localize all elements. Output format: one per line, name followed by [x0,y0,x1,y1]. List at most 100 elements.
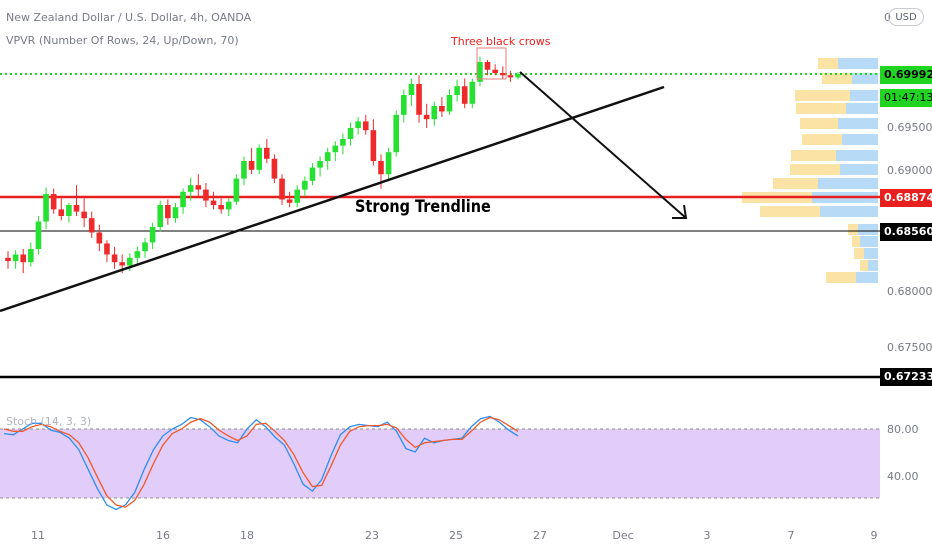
candle [423,103,430,128]
candle-body [431,106,438,120]
candle [286,191,293,208]
candle [233,174,240,205]
candle [142,238,148,258]
date-tick: 16 [156,529,170,542]
candle [73,185,80,216]
candle-body [286,199,293,203]
candle [187,177,194,201]
candle-body [241,161,247,179]
candle [408,78,415,106]
candle-body [111,254,118,263]
candle [302,176,308,197]
volume-bar-up [846,103,878,114]
candle-body [203,189,209,201]
candle [96,224,103,252]
candle-body [12,254,19,262]
candle [195,174,202,197]
candle-body [88,218,95,233]
candle [134,246,141,265]
horizontal-levels [0,73,880,379]
candle-body [35,221,42,249]
volume-bar-down [854,248,864,259]
candle-body [180,191,186,208]
volume-bar-up [858,224,878,235]
candle-body [317,161,323,168]
volume-bar-up [860,236,878,247]
candle [50,188,57,214]
volume-bar-up [850,90,878,101]
candle [172,202,179,223]
candle-body [81,211,87,219]
candle-body [157,205,164,227]
candle-body [507,75,514,78]
price-tick: 0.69000 [887,164,932,177]
volume-bar-up [856,272,878,283]
stoch-legend[interactable]: Stoch (14, 3, 3) [6,415,92,428]
candle-body [340,139,346,146]
trendline [0,85,665,313]
candle [355,117,361,135]
currency-button[interactable]: USD [888,8,924,26]
candle [180,188,186,214]
symbol-title[interactable]: New Zealand Dollar / U.S. Dollar, 4h, OA… [6,11,252,24]
candle-body [279,178,285,200]
candle [347,122,354,146]
candle [35,216,42,255]
candle-body [370,130,377,161]
date-tick: 27 [533,529,547,542]
candle [454,79,460,102]
volume-bar-up [842,134,878,145]
candle [309,163,316,186]
candle-body [439,106,445,112]
candle [515,71,521,80]
candle-body [355,121,361,128]
candle-body [477,62,483,82]
candle-body [324,152,331,161]
arrow-head [672,204,688,219]
candle-body [401,95,407,115]
candle [264,139,270,164]
candle [477,56,483,87]
candle-body [233,178,240,202]
candle-body [416,84,422,115]
candle-body [142,242,148,252]
candle-body [347,128,354,139]
support-price-label: 0.68560 [880,223,932,241]
volume-bar-down [795,90,850,101]
support-price-label: 0.67233 [880,368,932,386]
candle-body [461,86,468,104]
stoch-tick: 40.00 [887,470,919,483]
volume-profile [742,58,878,283]
candle [66,202,72,223]
candle [469,78,476,109]
volume-bar-up [840,164,878,175]
candle [157,200,164,232]
candle [203,183,209,208]
candle-body [264,147,270,159]
price-tick: 0.68000 [887,285,932,298]
candle [20,249,27,274]
candle-body [332,145,339,153]
candle-body [210,200,217,205]
candle-body [28,249,34,263]
candle [492,64,498,76]
indicator-title[interactable]: VPVR (Number Of Rows, 24, Up/Down, 70) [6,34,239,47]
candle-body [256,147,262,170]
candle [28,242,34,267]
candle-body [271,158,278,179]
scale-zero-label: 0 [884,11,891,24]
candle [499,66,506,79]
candle [218,198,224,214]
forecast-arrow [519,71,687,219]
date-tick: Dec [612,529,634,542]
candle-body [149,227,156,243]
candle-body [393,114,400,153]
candle-body [43,194,49,222]
candle-body [309,167,316,181]
candle [149,222,156,249]
volume-bar-down [773,178,818,189]
candle [385,147,392,181]
candle-body [454,86,460,95]
